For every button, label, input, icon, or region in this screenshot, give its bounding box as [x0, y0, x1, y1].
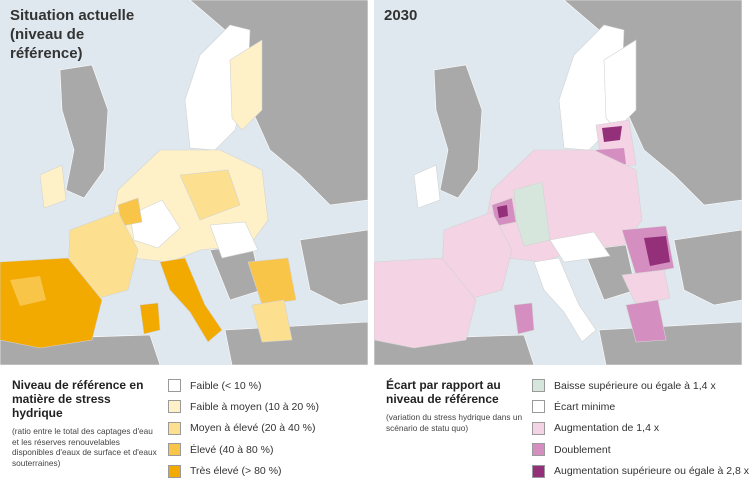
left-legend-note: (ratio entre le total des captages d'eau… [12, 426, 157, 468]
legend-item-very-high: Très élevé (> 80 %) [168, 462, 319, 481]
ireland-region [39, 164, 67, 209]
right-legend-title: Écart par rapport au niveau de référence [386, 378, 501, 406]
swatch-increase-1-4 [532, 421, 545, 435]
swatch-decrease [532, 379, 545, 392]
legend-item-medium-high: Moyen à élevé (20 à 40 %) [168, 419, 319, 438]
greece-region [251, 299, 293, 343]
balkans-region [247, 257, 297, 306]
right-legend-items: Baisse supérieure ou égale à 1,4 x Écart… [532, 376, 749, 483]
swatch-minimal [532, 400, 545, 414]
left-legend-items: Faible (< 10 %) Faible à moyen (10 à 20 … [168, 376, 319, 483]
swatch-medium-high [168, 421, 181, 435]
swatch-very-high [168, 464, 181, 478]
map-2030: 2030 [374, 0, 742, 365]
legend-item-low: Faible (< 10 %) [168, 376, 319, 395]
italy-region [159, 257, 223, 343]
europe-map-2030 [374, 0, 742, 365]
swatch-doubling [532, 443, 545, 457]
swatch-increase-2-8 [532, 464, 545, 478]
right-legend-note: (variation du stress hydrique dans un sc… [386, 412, 523, 433]
left-legend: Niveau de référence en matière de stress… [0, 370, 368, 494]
europe-map-current [0, 0, 368, 365]
legend-item-doubling: Doublement [532, 440, 749, 459]
map-current-baseline: Situation actuelle (niveau de référence) [0, 0, 368, 365]
right-legend: Écart par rapport au niveau de référence… [374, 370, 756, 494]
swatch-high [168, 443, 181, 457]
legend-item-decrease: Baisse supérieure ou égale à 1,4 x [532, 376, 749, 395]
legend-item-low-medium: Faible à moyen (10 à 20 %) [168, 397, 319, 416]
finland-region [229, 39, 263, 131]
left-map-title: Situation actuelle (niveau de référence) [10, 7, 135, 62]
right-map-title: 2030 [384, 7, 418, 24]
legend-item-minimal: Écart minime [532, 397, 749, 416]
left-legend-title: Niveau de référence en matière de stress… [12, 378, 144, 420]
legend-item-high: Élevé (40 à 80 %) [168, 440, 319, 459]
swatch-low [168, 379, 181, 392]
legend-item-increase-2-8: Augmentation supérieure ou égale à 2,8 x [532, 462, 749, 481]
swatch-low-medium [168, 400, 181, 414]
germany-decrease-region [513, 181, 551, 247]
legend-item-increase-1-4: Augmentation de 1,4 x [532, 419, 749, 438]
